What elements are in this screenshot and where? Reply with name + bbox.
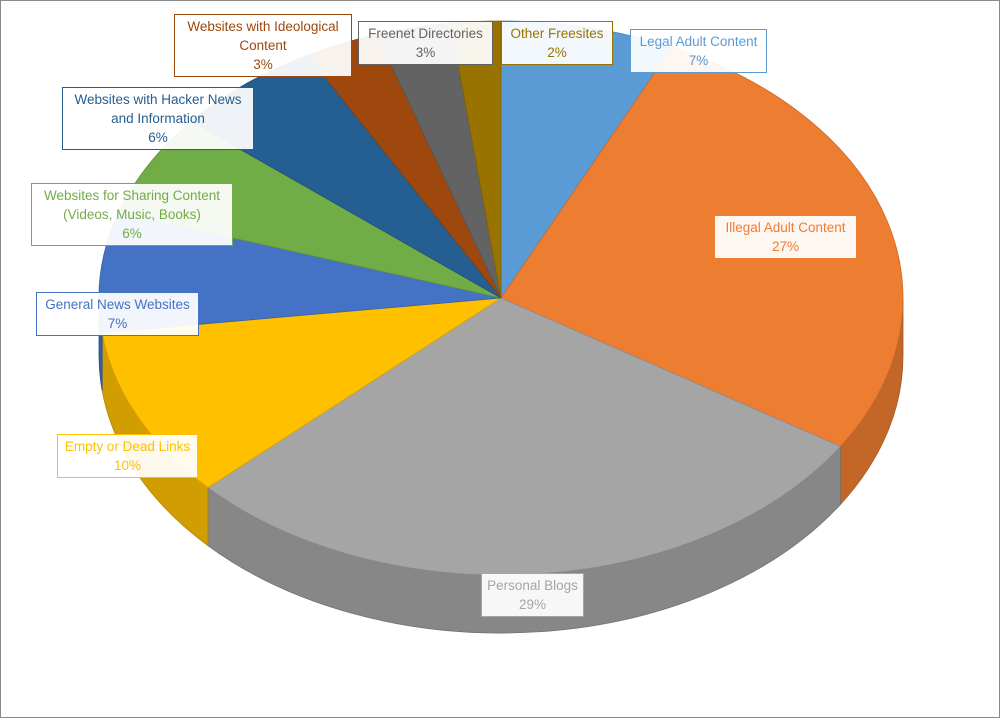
data-label-general-news-websites: General News Websites 7% [36,292,199,336]
label-percent: 2% [547,45,567,60]
label-percent: 3% [415,45,436,60]
label-line: Websites with Hacker News [74,92,242,107]
pie-top-layer [98,20,904,576]
label-line: (Videos, Music, Books) [63,207,201,222]
data-label-illegal-adult-content: Illegal Adult Content 27% [714,215,857,259]
label-line: Other Freesites [510,26,604,41]
label-line: Illegal Adult Content [725,220,846,235]
label-percent: 10% [113,458,142,473]
pie-slice-illegal-adult-content [500,46,904,447]
data-label-other-freesites: Other Freesites 2% [501,21,613,65]
label-percent: 7% [688,53,709,68]
data-label-empty-or-dead-links: Empty or Dead Links 10% [57,434,198,478]
label-percent: 3% [253,57,273,72]
label-line: Personal Blogs [487,578,578,593]
label-line: Websites with Ideological [187,19,339,34]
label-line: Websites for Sharing Content [43,188,221,203]
label-percent: 7% [107,316,128,331]
data-label-legal-adult-content: Legal Adult Content 7% [630,29,767,73]
label-percent: 6% [148,130,168,145]
label-line: Empty or Dead Links [64,439,191,454]
label-line: Legal Adult Content [639,34,758,49]
label-line: and Information [111,111,205,126]
data-label-freenet-directories: Freenet Directories 3% [358,21,493,65]
label-line: Content [239,38,287,53]
label-percent: 27% [771,239,800,254]
label-percent: 6% [122,226,142,241]
data-label-websites-for-sharing-content: Websites for Sharing Content (Videos, Mu… [31,183,233,246]
label-line: General News Websites [45,297,190,312]
data-label-websites-with-hacker-news: Websites with Hacker News and Informatio… [62,87,254,150]
label-percent: 29% [518,597,547,612]
label-line: Freenet Directories [368,26,483,41]
data-label-personal-blogs: Personal Blogs 29% [481,573,584,617]
data-label-websites-with-ideological-content: Websites with Ideological Content 3% [174,14,352,77]
